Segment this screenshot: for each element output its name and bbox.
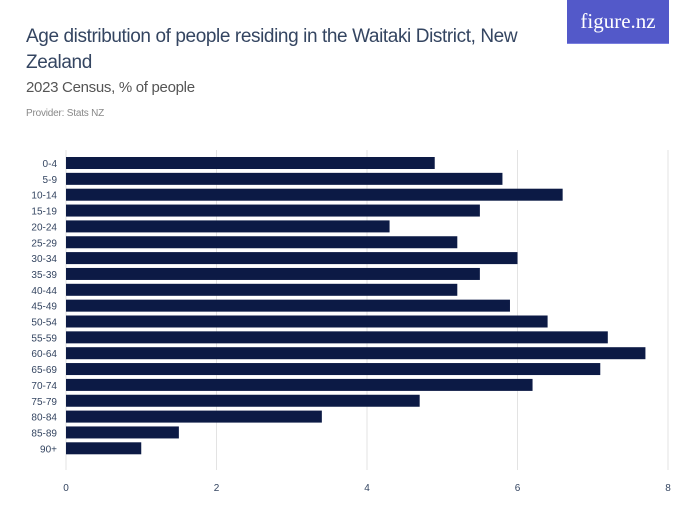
chart-subtitle: 2023 Census, % of people bbox=[26, 79, 195, 96]
logo-text: figure.nz bbox=[580, 9, 656, 33]
y-tick-label: 10-14 bbox=[31, 191, 57, 202]
bar-55-59 bbox=[66, 331, 608, 344]
bar-10-14 bbox=[66, 188, 563, 201]
y-tick-label: 55-59 bbox=[31, 333, 57, 344]
bar-40-44 bbox=[66, 283, 458, 296]
y-tick-label: 50-54 bbox=[31, 318, 57, 329]
y-tick-label: 5-9 bbox=[43, 175, 58, 186]
bar-60-64 bbox=[66, 347, 646, 360]
x-tick-label: 8 bbox=[665, 483, 671, 494]
y-tick-label: 70-74 bbox=[31, 381, 57, 392]
bar-30-34 bbox=[66, 252, 518, 265]
y-tick-label: 80-84 bbox=[31, 413, 57, 424]
bar-85-89 bbox=[66, 426, 179, 439]
y-tick-label: 35-39 bbox=[31, 270, 57, 281]
figure-nz-logo[interactable]: figure.nz bbox=[567, 0, 669, 44]
bar-70-74 bbox=[66, 378, 533, 391]
y-tick-label: 25-29 bbox=[31, 238, 57, 249]
bar-0-4 bbox=[66, 157, 435, 169]
bar-20-24 bbox=[66, 220, 390, 233]
bar-15-19 bbox=[66, 204, 480, 217]
x-tick-label: 2 bbox=[214, 483, 220, 494]
y-tick-label: 30-34 bbox=[31, 254, 57, 265]
bar-90+ bbox=[66, 442, 142, 455]
y-tick-label: 0-4 bbox=[43, 159, 58, 170]
bar-65-69 bbox=[66, 363, 601, 376]
y-tick-label: 45-49 bbox=[31, 302, 57, 313]
x-tick-label: 6 bbox=[515, 483, 521, 494]
y-tick-label: 40-44 bbox=[31, 286, 57, 297]
bar-75-79 bbox=[66, 394, 420, 407]
bar-35-39 bbox=[66, 267, 480, 280]
chart-title: Age distribution of people residing in t… bbox=[26, 26, 518, 73]
x-tick-label: 4 bbox=[364, 483, 370, 494]
bar-80-84 bbox=[66, 410, 322, 423]
x-tick-label: 0 bbox=[63, 483, 69, 494]
bar-50-54 bbox=[66, 315, 548, 328]
y-tick-label: 65-69 bbox=[31, 365, 57, 376]
provider-label: Provider: Stats NZ bbox=[26, 108, 105, 119]
y-tick-label: 85-89 bbox=[31, 428, 57, 439]
bar-25-29 bbox=[66, 236, 458, 249]
y-tick-label: 75-79 bbox=[31, 397, 57, 408]
y-tick-label: 60-64 bbox=[31, 349, 57, 360]
y-tick-label: 15-19 bbox=[31, 207, 57, 218]
bar-5-9 bbox=[66, 172, 503, 185]
bar-45-49 bbox=[66, 299, 510, 312]
y-tick-label: 90+ bbox=[40, 444, 57, 455]
y-tick-label: 20-24 bbox=[31, 222, 57, 233]
